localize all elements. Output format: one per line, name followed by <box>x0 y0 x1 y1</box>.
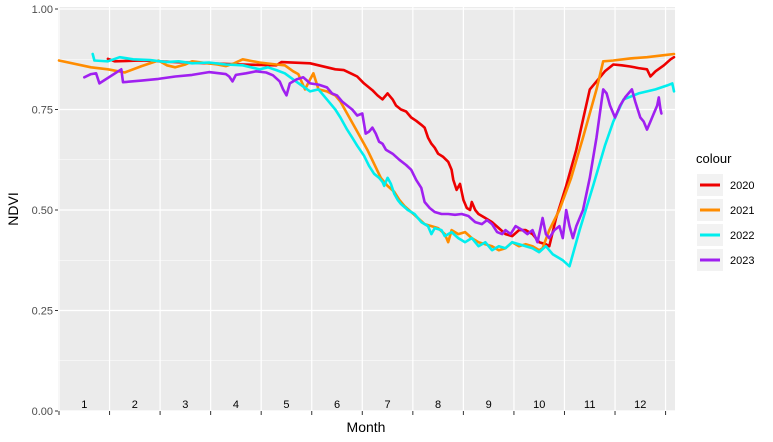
series-line-2022 <box>91 52 676 268</box>
y-axis-title: NDVI <box>5 192 21 225</box>
x-axis <box>58 411 667 415</box>
y-tick-label: 0.25 <box>32 306 53 318</box>
series-layer <box>57 52 676 268</box>
series-line-2023 <box>83 68 663 244</box>
month-label: 6 <box>334 399 340 411</box>
month-label: 9 <box>486 399 492 411</box>
month-label: 10 <box>533 399 545 411</box>
legend-label-2022: 2022 <box>730 230 754 242</box>
x-axis-title: Month <box>347 419 386 435</box>
legend-title: colour <box>696 151 732 166</box>
month-dividers <box>58 7 667 411</box>
month-label: 7 <box>384 399 390 411</box>
legend: colour 2020 2021 2022 2023 <box>696 151 754 271</box>
legend-label-2023: 2023 <box>730 255 754 267</box>
month-label: 8 <box>435 399 441 411</box>
month-label: 3 <box>182 399 188 411</box>
legend-label-2021: 2021 <box>730 205 754 217</box>
plot-panel <box>58 7 675 411</box>
y-tick-label: 0.50 <box>32 205 53 217</box>
y-axis: 0.00 0.25 0.50 0.75 1.00 <box>32 4 58 418</box>
month-labels: 1 2 3 4 5 6 7 8 9 10 11 12 <box>81 399 646 411</box>
month-label: 11 <box>584 399 595 411</box>
month-label: 5 <box>283 399 289 411</box>
month-label: 12 <box>634 399 646 411</box>
y-tick-label: 0.00 <box>32 406 53 418</box>
month-label: 1 <box>81 399 87 411</box>
series-line-2020 <box>106 55 676 248</box>
month-label: 2 <box>132 399 138 411</box>
legend-label-2020: 2020 <box>730 180 754 192</box>
y-tick-label: 1.00 <box>32 4 53 16</box>
y-tick-label: 0.75 <box>32 105 53 117</box>
month-label: 4 <box>233 399 239 411</box>
grid-major <box>58 8 675 412</box>
